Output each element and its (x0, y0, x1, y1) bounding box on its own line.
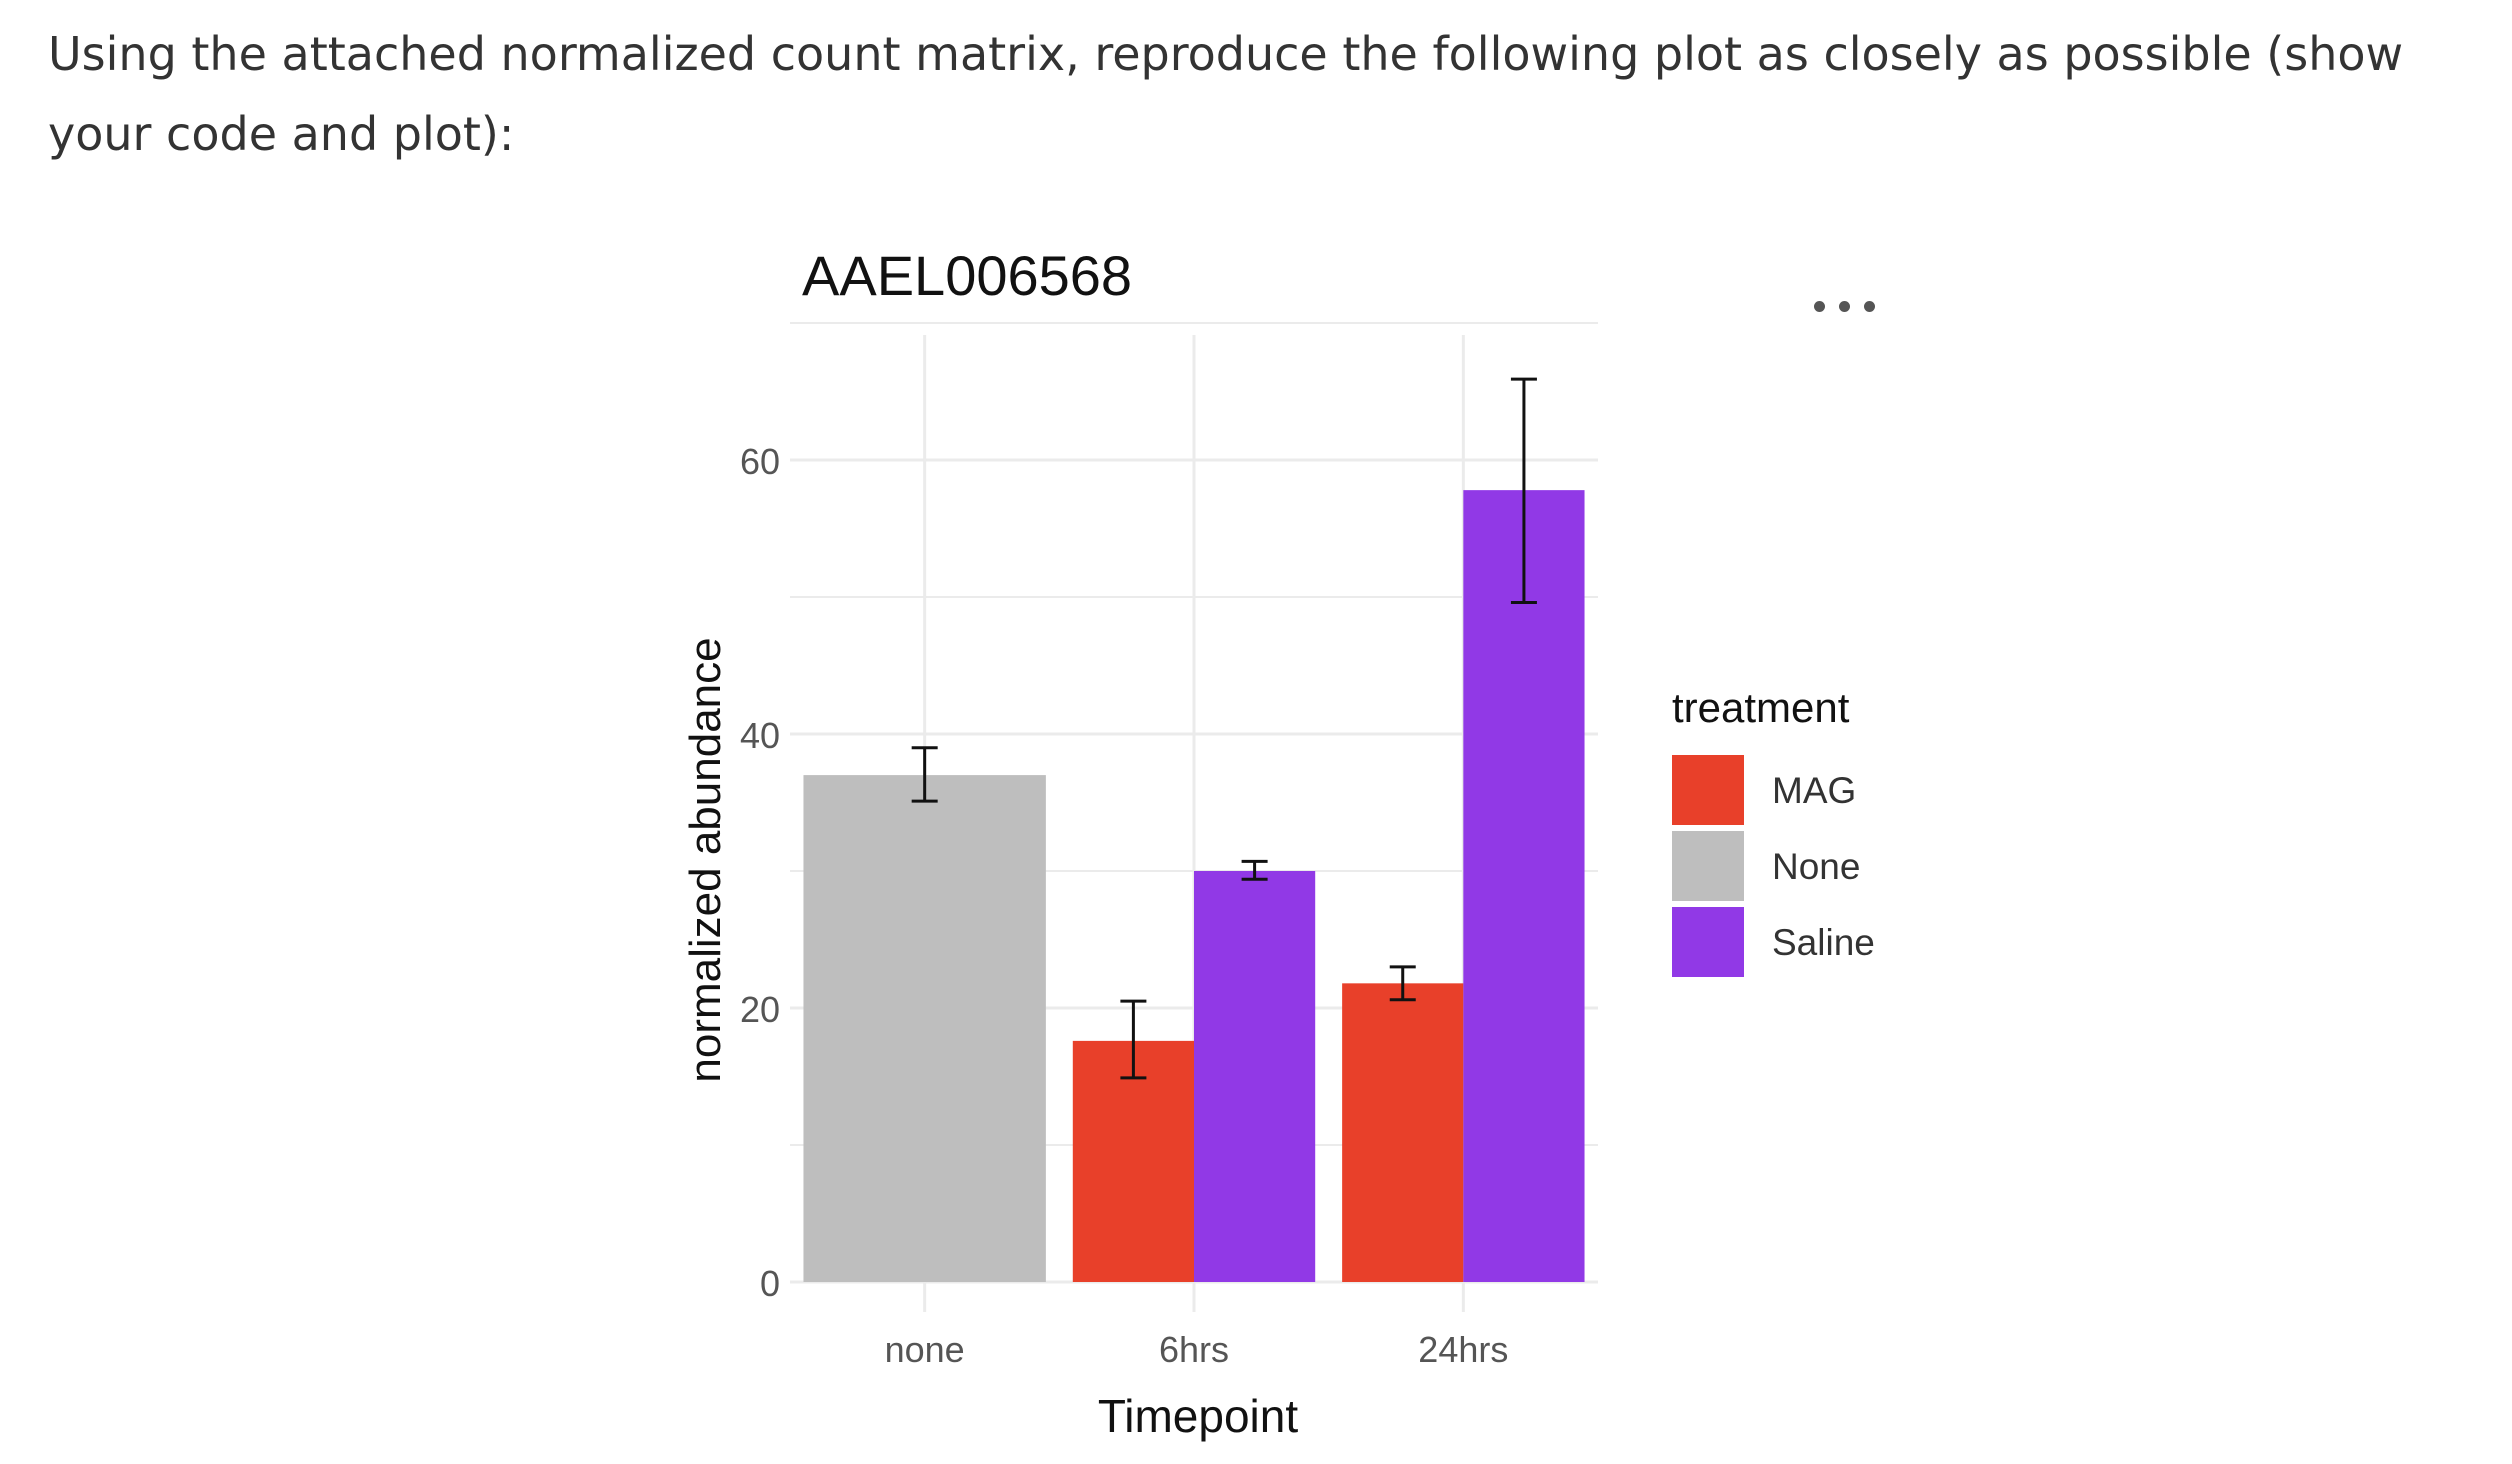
bar-mag-6hrs (1072, 1040, 1194, 1282)
prompt-text: Using the attached normalized count matr… (48, 27, 2404, 161)
legend-label-none: None (1772, 846, 1860, 887)
bar-none-none (803, 775, 1046, 1282)
y-tick-label: 60 (740, 441, 780, 482)
legend-label-saline: Saline (1772, 922, 1875, 963)
legend-label-mag: MAG (1772, 770, 1856, 811)
legend-swatch-none (1672, 831, 1744, 901)
legend-swatch-mag (1672, 755, 1744, 825)
y-axis-title: normalized abundance (681, 637, 730, 1082)
x-tick-label: none (885, 1329, 965, 1370)
y-tick-label: 0 (760, 1263, 780, 1304)
x-axis-title: Timepoint (1098, 1390, 1298, 1442)
legend-title: treatment (1672, 684, 1850, 731)
y-tick-label: 40 (740, 715, 780, 756)
bar-mag-24hrs (1342, 983, 1464, 1282)
y-tick-label: 20 (740, 989, 780, 1030)
chart-title: AAEL006568 (802, 244, 1132, 307)
more-horizontal-icon[interactable] (1810, 290, 1880, 320)
legend-swatch-saline (1672, 907, 1744, 977)
x-tick-label: 6hrs (1159, 1329, 1229, 1370)
x-tick-label: 24hrs (1418, 1329, 1508, 1370)
bar-saline-24hrs (1463, 490, 1585, 1282)
bar-saline-6hrs (1194, 871, 1316, 1282)
